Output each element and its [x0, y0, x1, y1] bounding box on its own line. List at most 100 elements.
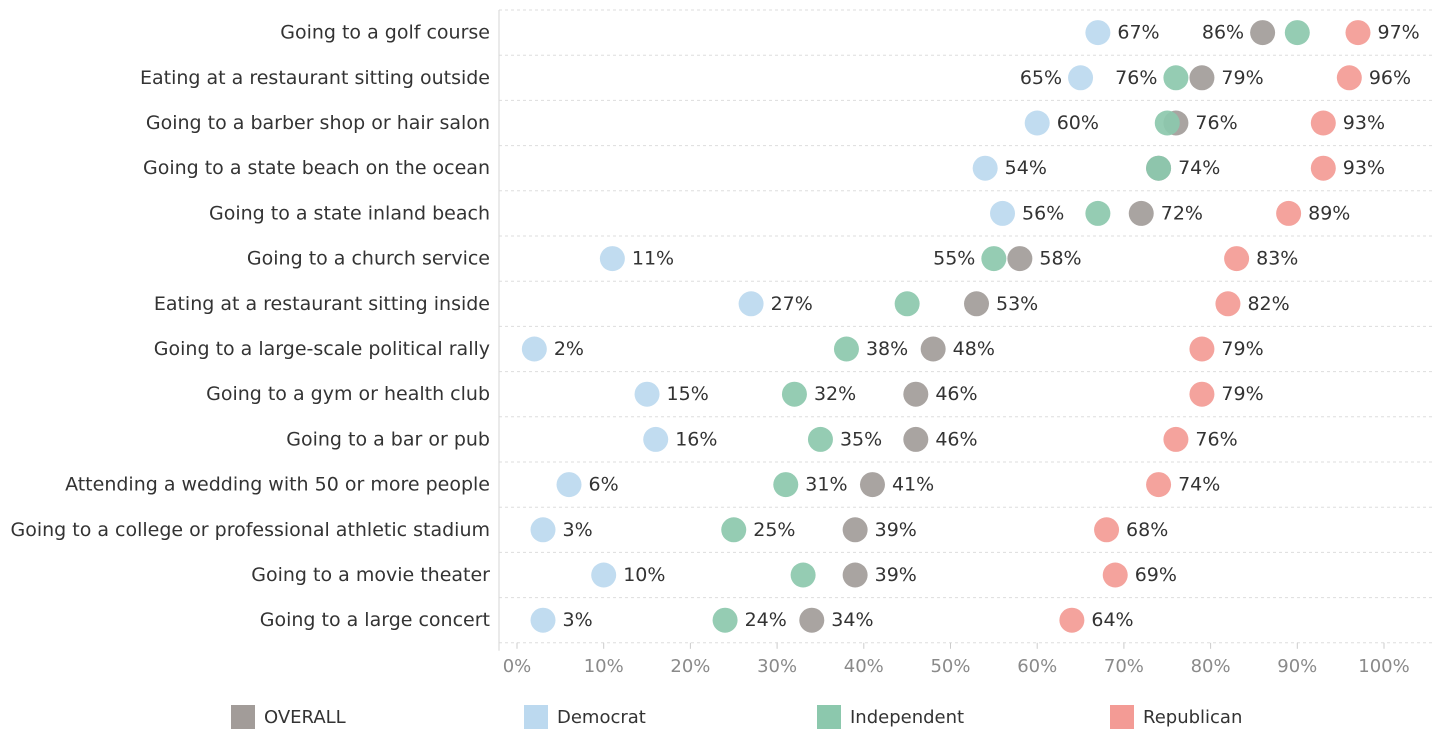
grid-layer [498, 9, 1433, 651]
data-label-democrat: 67% [1117, 22, 1159, 44]
category-label: Going to a barber shop or hair salon [146, 112, 490, 134]
data-point-independent[interactable] [833, 336, 859, 362]
dot-plot-chart: Going to a golf course Eating at a restau… [10, 9, 1433, 677]
data-point-overall[interactable] [842, 517, 868, 543]
data-point-democrat[interactable] [599, 246, 625, 272]
data-point-democrat[interactable] [1085, 20, 1111, 46]
data-point-overall[interactable] [920, 336, 946, 362]
data-point-democrat[interactable] [643, 426, 669, 452]
data-point-independent[interactable] [1085, 200, 1111, 226]
category-label: Attending a wedding with 50 or more peop… [65, 474, 490, 496]
legend-label-independent: Independent [850, 706, 965, 728]
data-point-republican[interactable] [1224, 246, 1250, 272]
data-point-independent[interactable] [712, 607, 738, 633]
data-point-republican[interactable] [1310, 155, 1336, 181]
data-point-democrat[interactable] [990, 200, 1016, 226]
data-label-republican: 69% [1135, 564, 1177, 586]
x-tick-label: 80% [1191, 656, 1231, 677]
x-axis: 0% 10% 20% 30% 40% 50% 60% 70% 80% 90% 100% [503, 642, 1410, 677]
data-point-republican[interactable] [1336, 65, 1362, 91]
data-point-republican[interactable] [1189, 381, 1215, 407]
data-point-independent[interactable] [790, 562, 816, 588]
legend-item-independent[interactable]: Independent [817, 705, 964, 729]
data-point-republican[interactable] [1310, 110, 1336, 136]
data-point-overall[interactable] [1189, 65, 1215, 91]
data-point-independent[interactable] [1163, 65, 1189, 91]
data-point-overall[interactable] [1007, 246, 1033, 272]
data-label-republican: 76% [1195, 428, 1237, 450]
data-label-republican: 82% [1247, 293, 1289, 315]
data-point-independent[interactable] [981, 246, 1007, 272]
legend-swatch-independent [817, 705, 841, 729]
data-point-overall[interactable] [903, 381, 929, 407]
data-point-republican[interactable] [1059, 607, 1085, 633]
data-point-democrat[interactable] [972, 155, 998, 181]
data-point-democrat[interactable] [591, 562, 617, 588]
data-label-republican: 74% [1178, 474, 1220, 496]
x-tick-label: 90% [1277, 656, 1317, 677]
category-label: Eating at a restaurant sitting inside [154, 293, 490, 315]
data-point-republican[interactable] [1215, 291, 1241, 317]
x-tick-label: 20% [670, 656, 710, 677]
data-point-republican[interactable] [1276, 200, 1302, 226]
data-label-overall: 79% [1221, 67, 1263, 89]
data-point-democrat[interactable] [634, 381, 660, 407]
data-point-overall[interactable] [1128, 200, 1154, 226]
data-label-independent: 76% [1115, 67, 1157, 89]
data-point-independent[interactable] [894, 291, 920, 317]
x-tick-label: 50% [930, 656, 970, 677]
data-point-overall[interactable] [903, 426, 929, 452]
data-point-democrat[interactable] [521, 336, 547, 362]
data-label-democrat: 11% [632, 248, 674, 270]
data-point-independent[interactable] [807, 426, 833, 452]
category-label: Going to a gym or health club [206, 383, 490, 405]
data-point-republican[interactable] [1146, 472, 1172, 498]
data-point-independent[interactable] [773, 472, 799, 498]
data-label-overall: 76% [1195, 112, 1237, 134]
data-point-overall[interactable] [859, 472, 885, 498]
data-point-democrat[interactable] [530, 607, 556, 633]
data-label-republican: 93% [1343, 157, 1385, 179]
category-labels: Going to a golf course Eating at a restau… [10, 22, 490, 632]
data-point-democrat[interactable] [1024, 110, 1050, 136]
data-point-democrat[interactable] [556, 472, 582, 498]
legend-item-democrat[interactable]: Democrat [524, 705, 646, 729]
data-point-overall[interactable] [799, 607, 825, 633]
data-point-democrat[interactable] [738, 291, 764, 317]
data-point-independent[interactable] [1154, 110, 1180, 136]
data-point-republican[interactable] [1189, 336, 1215, 362]
data-label-overall: 46% [935, 428, 977, 450]
legend-item-overall[interactable]: OVERALL [231, 705, 346, 729]
x-tick-label: 60% [1017, 656, 1057, 677]
data-point-democrat[interactable] [1068, 65, 1094, 91]
data-point-independent[interactable] [781, 381, 807, 407]
data-label-republican: 68% [1126, 519, 1168, 541]
category-label: Going to a golf course [280, 22, 490, 44]
data-point-republican[interactable] [1094, 517, 1120, 543]
data-points [521, 20, 1371, 633]
data-point-republican[interactable] [1102, 562, 1128, 588]
data-point-overall[interactable] [1250, 20, 1276, 46]
category-label: Going to a state beach on the ocean [143, 157, 490, 179]
data-point-republican[interactable] [1345, 20, 1371, 46]
legend-label-democrat: Democrat [557, 706, 646, 728]
category-label: Going to a state inland beach [209, 202, 490, 224]
data-label-independent: 24% [745, 609, 787, 631]
data-label-democrat: 60% [1057, 112, 1099, 134]
data-point-independent[interactable] [1284, 20, 1310, 46]
data-point-overall[interactable] [964, 291, 990, 317]
data-label-overall: 48% [953, 338, 995, 360]
data-label-overall: 46% [935, 383, 977, 405]
data-point-republican[interactable] [1163, 426, 1189, 452]
data-point-overall[interactable] [842, 562, 868, 588]
x-tick-label: 0% [503, 656, 532, 677]
legend-item-republican[interactable]: Republican [1110, 705, 1242, 729]
data-point-democrat[interactable] [530, 517, 556, 543]
data-label-overall: 53% [996, 293, 1038, 315]
data-point-independent[interactable] [1146, 155, 1172, 181]
category-label: Going to a movie theater [251, 564, 490, 586]
data-label-democrat: 15% [667, 383, 709, 405]
category-label: Going to a large-scale political rally [154, 338, 490, 360]
data-point-independent[interactable] [721, 517, 747, 543]
data-label-democrat: 16% [675, 428, 717, 450]
